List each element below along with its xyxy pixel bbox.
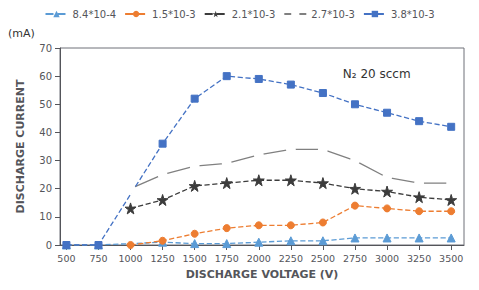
svg-text:40: 40	[39, 127, 52, 138]
svg-text:2500: 2500	[311, 253, 335, 264]
svg-text:3000: 3000	[375, 253, 399, 264]
svg-text:DISCHARGE CURRENT: DISCHARGE CURRENT	[14, 79, 27, 213]
svg-text:(mA): (mA)	[8, 27, 35, 40]
svg-text:2250: 2250	[279, 253, 303, 264]
svg-text:2750: 2750	[343, 253, 367, 264]
svg-text:3250: 3250	[407, 253, 431, 264]
svg-text:750: 750	[89, 253, 107, 264]
svg-text:DISCHARGE VOLTAGE (V): DISCHARGE VOLTAGE (V)	[186, 268, 339, 281]
svg-text:1000: 1000	[118, 253, 142, 264]
svg-text:20: 20	[39, 183, 52, 194]
svg-text:30: 30	[39, 155, 52, 166]
svg-text:2000: 2000	[247, 253, 271, 264]
svg-text:10: 10	[39, 211, 52, 222]
svg-text:3500: 3500	[439, 253, 463, 264]
svg-text:0: 0	[46, 240, 52, 251]
svg-text:N₂ 20 sccm: N₂ 20 sccm	[343, 67, 411, 81]
svg-text:2.1*10-3: 2.1*10-3	[232, 9, 276, 20]
svg-text:50: 50	[39, 99, 52, 110]
svg-text:8.4*10-4: 8.4*10-4	[73, 9, 117, 20]
svg-text:2.7*10-3: 2.7*10-3	[311, 9, 355, 20]
svg-text:1250: 1250	[151, 253, 175, 264]
svg-text:60: 60	[39, 71, 52, 82]
svg-text:500: 500	[57, 253, 75, 264]
svg-text:70: 70	[39, 43, 52, 54]
svg-text:3.8*10-3: 3.8*10-3	[391, 9, 435, 20]
svg-text:1500: 1500	[183, 253, 207, 264]
svg-text:1750: 1750	[215, 253, 239, 264]
svg-text:1.5*10-3: 1.5*10-3	[152, 9, 196, 20]
